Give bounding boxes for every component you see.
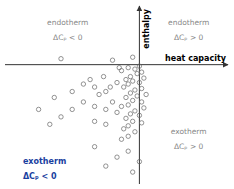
point — [104, 164, 108, 168]
x-axis — [5, 64, 228, 65]
point — [137, 64, 141, 68]
point — [115, 110, 119, 114]
annotation: ΔCₚ < 0 — [23, 172, 57, 181]
point — [124, 77, 128, 81]
point — [70, 89, 74, 93]
chart: heat capacity enthalpy endotherm ΔCₚ < 0 end… — [0, 0, 234, 189]
annotation: endotherm — [168, 18, 209, 27]
point — [142, 106, 146, 110]
x-axis-label: heat capacity — [165, 54, 227, 63]
point — [81, 82, 85, 86]
point — [119, 104, 123, 108]
point — [104, 122, 108, 126]
point — [130, 55, 134, 59]
point — [137, 80, 141, 84]
point — [122, 85, 126, 89]
point — [130, 170, 134, 174]
point — [128, 112, 132, 116]
point — [133, 88, 137, 92]
point — [97, 92, 101, 96]
point — [92, 119, 96, 123]
point — [135, 71, 139, 75]
point — [48, 122, 52, 126]
point — [88, 77, 92, 81]
point — [110, 58, 114, 62]
point — [115, 80, 119, 84]
point — [142, 76, 146, 80]
point — [139, 86, 143, 90]
point — [126, 149, 130, 153]
point — [119, 68, 123, 72]
point — [144, 92, 148, 96]
point — [139, 121, 143, 125]
point — [92, 145, 96, 149]
point — [139, 70, 143, 74]
point — [122, 127, 126, 131]
point — [36, 107, 40, 111]
point — [128, 74, 132, 78]
point — [59, 115, 63, 119]
point — [135, 94, 139, 98]
point — [126, 65, 130, 69]
point — [133, 130, 137, 134]
point — [70, 107, 74, 111]
point — [137, 159, 141, 163]
point — [104, 89, 108, 93]
point — [133, 109, 137, 113]
point — [52, 95, 56, 99]
point — [133, 67, 137, 71]
y-axis-label: enthalpy — [142, 8, 151, 49]
point — [130, 79, 134, 83]
annotation: ΔCₚ > 0 — [174, 33, 204, 42]
annotation: exotherm — [171, 127, 207, 136]
point — [81, 100, 85, 104]
point — [126, 134, 130, 138]
point — [59, 57, 63, 61]
point — [101, 74, 105, 78]
point — [126, 124, 130, 128]
point — [115, 155, 119, 159]
point — [119, 137, 123, 141]
point — [104, 107, 108, 111]
point — [137, 113, 141, 117]
annotation: endotherm — [47, 18, 88, 27]
point — [124, 95, 128, 99]
point — [92, 104, 96, 108]
point — [126, 82, 130, 86]
point — [130, 119, 134, 123]
point — [110, 100, 114, 104]
point — [92, 85, 96, 89]
point — [130, 98, 134, 102]
point — [139, 100, 143, 104]
annotation: exotherm — [23, 157, 66, 166]
point — [108, 85, 112, 89]
point — [124, 116, 128, 120]
point — [128, 91, 132, 95]
point — [117, 65, 121, 69]
point — [126, 103, 130, 107]
annotation: ΔCₚ > 0 — [174, 142, 204, 151]
annotation: ΔCₚ < 0 — [53, 33, 83, 42]
